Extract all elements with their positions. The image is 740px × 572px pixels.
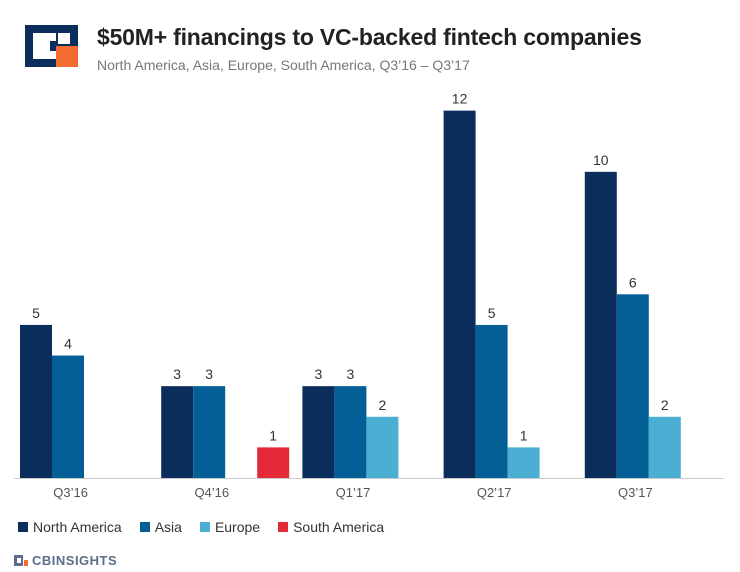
- legend-label: Asia: [154, 519, 182, 535]
- data-label: 3: [315, 366, 323, 382]
- legend-label: Europe: [214, 519, 261, 535]
- legend-label: North America: [33, 519, 122, 535]
- bar-north-america: [584, 171, 617, 478]
- x-tick-label: Q3’16: [53, 485, 88, 500]
- legend-swatch-north-america: [18, 522, 28, 532]
- bar-europe: [507, 447, 540, 478]
- data-label: 10: [593, 152, 609, 168]
- data-label: 4: [64, 336, 72, 352]
- legend-swatch-south-america: [278, 522, 289, 532]
- bar-europe: [366, 416, 399, 478]
- data-label: 3: [205, 366, 213, 382]
- legend: North America Asia Europe South America: [18, 519, 384, 535]
- bar-asia: [52, 355, 84, 478]
- data-label: 2: [661, 397, 669, 413]
- data-label: 3: [173, 366, 181, 382]
- bar-south-america: [257, 447, 290, 478]
- data-label: 1: [520, 427, 528, 443]
- bar-north-america: [302, 386, 335, 478]
- bar-asia: [334, 386, 367, 478]
- brand-footer: CBINSIGHTS: [14, 553, 117, 568]
- x-tick-label: Q3’17: [618, 485, 653, 500]
- x-tick-label: Q4’16: [194, 485, 229, 500]
- bar-north-america: [443, 110, 476, 478]
- x-tick-label: Q1’17: [336, 485, 371, 500]
- page-subtitle: North America, Asia, Europe, South Ameri…: [97, 57, 470, 73]
- x-tick-label: Q2’17: [477, 485, 512, 500]
- brand-name: CBINSIGHTS: [32, 553, 118, 568]
- legend-item-europe: Europe: [199, 519, 261, 535]
- legend-item-north-america: North America: [18, 519, 122, 535]
- bar-asia: [475, 324, 508, 478]
- page-title: $50M+ financings to VC-backed fintech co…: [97, 24, 642, 50]
- legend-label: South America: [293, 519, 385, 535]
- legend-item-south-america: South America: [278, 519, 384, 535]
- cb-insights-logo-icon: [25, 25, 78, 67]
- bar-north-america: [20, 324, 52, 478]
- data-label: 5: [488, 305, 496, 321]
- data-label: 1: [269, 427, 277, 443]
- data-label: 12: [452, 91, 468, 107]
- bar-europe: [648, 416, 681, 478]
- bar-asia: [616, 294, 649, 478]
- data-label: 3: [347, 366, 355, 382]
- data-label: 6: [629, 274, 637, 290]
- legend-item-asia: Asia: [139, 519, 182, 535]
- data-label: 5: [32, 305, 40, 321]
- legend-swatch-europe: [199, 522, 210, 532]
- cb-insights-mark-icon: [14, 555, 28, 566]
- bar-north-america: [161, 386, 194, 478]
- data-label: 2: [379, 397, 387, 413]
- legend-swatch-asia: [139, 522, 150, 532]
- bar-asia: [193, 386, 226, 478]
